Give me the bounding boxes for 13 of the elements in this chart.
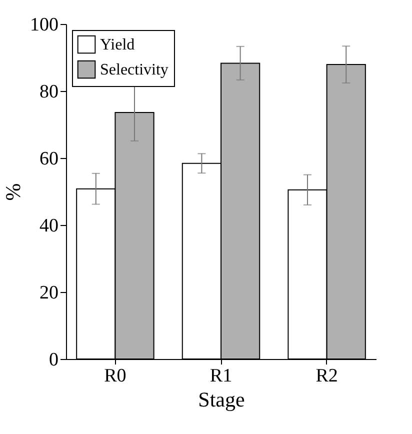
legend-label: Yield xyxy=(100,36,135,54)
x-axis-title: Stage xyxy=(198,388,245,412)
y-tick-label: 20 xyxy=(40,282,58,304)
x-tick-label: R1 xyxy=(210,366,232,386)
y-tick-label: 0 xyxy=(49,350,58,370)
x-tick-label: R0 xyxy=(104,366,126,386)
y-axis-title: % xyxy=(1,183,25,201)
y-tick-label: 60 xyxy=(40,148,58,170)
y-tick-label: 80 xyxy=(40,82,58,102)
x-tick-label: R2 xyxy=(316,366,338,386)
y-tick-label: 40 xyxy=(40,216,58,236)
y-tick-label: 100 xyxy=(30,14,58,36)
legend-label: Selectivity xyxy=(100,62,168,78)
